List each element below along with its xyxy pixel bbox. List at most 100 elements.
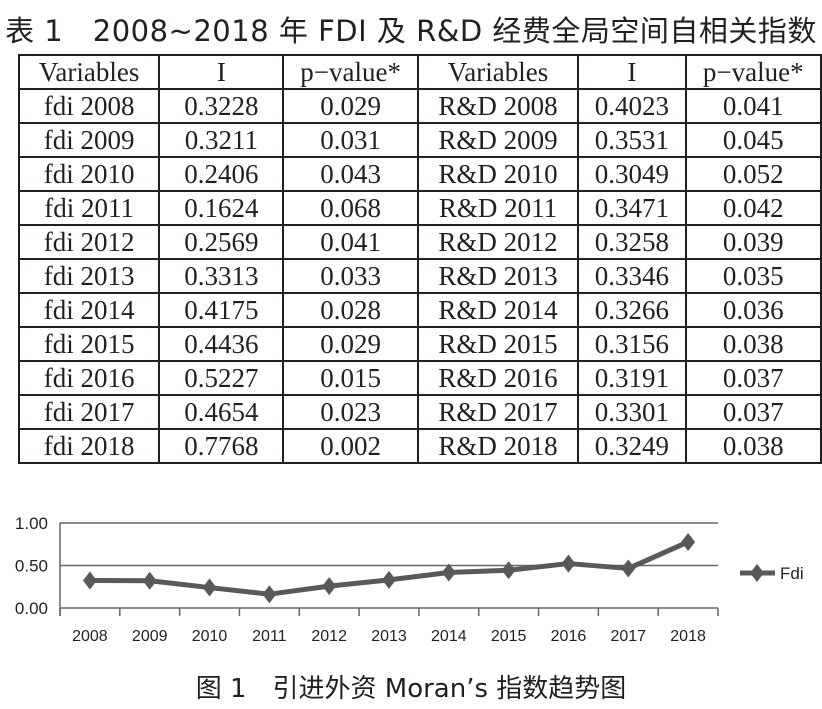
data-point-marker <box>82 571 97 590</box>
table-cell: 0.039 <box>684 224 822 260</box>
data-point-marker <box>501 561 516 580</box>
table-cell: 0.2406 <box>158 156 285 192</box>
table-cell: 0.4175 <box>158 292 285 328</box>
data-point-marker <box>621 559 636 578</box>
table-row: fdi 2015 0.4436 0.029 R&D 2015 0.3156 0.038 <box>17 326 822 362</box>
table-cell: p−value* <box>684 54 822 90</box>
table-cell: 0.3346 <box>577 258 687 294</box>
table-cell: 0.038 <box>684 428 822 464</box>
data-point-marker <box>382 570 396 589</box>
x-tick-label: 2012 <box>311 628 347 645</box>
table-cell: 0.045 <box>684 122 822 158</box>
table-cell: R&D 2017 <box>416 394 580 430</box>
table-cell: R&D 2013 <box>416 258 580 294</box>
table-row: fdi 2008 0.3228 0.029 R&D 2008 0.4023 0.041 <box>17 88 822 124</box>
table-cell: R&D 2010 <box>416 156 580 192</box>
table-cell: R&D 2014 <box>416 292 580 328</box>
table-cell: fdi 2016 <box>17 360 161 396</box>
x-tick-label: 2013 <box>371 628 407 645</box>
figure-caption: 图 1 引进外资 Moran’s 指数趋势图 <box>195 674 627 704</box>
table-cell: 0.4023 <box>577 88 687 124</box>
table-cell: 0.3471 <box>577 190 687 226</box>
table-cell: 0.031 <box>282 122 419 158</box>
table-cell: 0.4436 <box>158 326 285 362</box>
table-cell: 0.3156 <box>577 326 687 362</box>
table-cell: Variables <box>17 54 161 90</box>
table-cell: 0.5227 <box>158 360 285 396</box>
table-cell: 0.3249 <box>577 428 687 464</box>
table-cell: 0.002 <box>282 428 419 464</box>
fdi-trend-chart: 0.00 0.50 1.00 2008 2009 2010 2011 2012 2013 2014… <box>15 514 804 645</box>
table-cell: 0.041 <box>684 88 822 124</box>
table-cell: fdi 2008 <box>17 88 161 124</box>
table-cell: 0.042 <box>684 190 822 226</box>
x-tick-label: 2014 <box>431 628 467 645</box>
x-tick-label: 2015 <box>491 628 527 645</box>
table-cell: fdi 2015 <box>17 326 161 362</box>
table-cell: 0.038 <box>684 326 822 362</box>
table-cell: 0.068 <box>282 190 419 226</box>
table-cell: R&D 2018 <box>416 428 580 464</box>
table-cell: R&D 2012 <box>416 224 580 260</box>
x-tick-label: 2017 <box>610 628 646 645</box>
table-row: fdi 2013 0.3313 0.033 R&D 2013 0.3346 0.035 <box>17 258 822 294</box>
table-row: fdi 2009 0.3211 0.031 R&D 2009 0.3531 0.045 <box>17 122 822 158</box>
table-cell: fdi 2012 <box>17 224 161 260</box>
legend-label: Fdi <box>780 564 804 583</box>
table-cell: 0.023 <box>282 394 419 430</box>
data-point-marker <box>561 554 576 573</box>
data-point-marker <box>202 578 217 597</box>
table-cell: 0.033 <box>282 258 419 294</box>
table-row: fdi 2014 0.4175 0.028 R&D 2014 0.3266 0.036 <box>17 292 822 328</box>
table-cell: 0.3211 <box>158 122 285 158</box>
table-cell: fdi 2018 <box>17 428 161 464</box>
table-cell: fdi 2010 <box>17 156 161 192</box>
table-cell: R&D 2016 <box>416 360 580 396</box>
table-cell: fdi 2014 <box>17 292 161 328</box>
table-cell: 0.052 <box>684 156 822 192</box>
table-row: fdi 2011 0.1624 0.068 R&D 2011 0.3471 0.042 <box>17 190 822 226</box>
table-cell: 0.3049 <box>577 156 687 192</box>
data-point-marker <box>142 571 157 590</box>
table-row: fdi 2016 0.5227 0.015 R&D 2016 0.3191 0.037 <box>17 360 822 396</box>
table-cell: fdi 2009 <box>17 122 161 158</box>
table-cell: 0.3531 <box>577 122 687 158</box>
data-point-marker <box>681 532 696 551</box>
table-cell: I <box>577 54 687 90</box>
x-tick-label: 2018 <box>670 628 706 645</box>
table-cell: 0.037 <box>684 360 822 396</box>
table-cell: fdi 2011 <box>17 190 161 226</box>
table-cell: 0.4654 <box>158 394 285 430</box>
table-title: 表 1 2008~2018 年 FDI 及 R&D 经费全局空间自相关指数 <box>5 14 817 48</box>
table-cell: 0.028 <box>282 292 419 328</box>
table-cell: fdi 2017 <box>17 394 161 430</box>
table-cell: 0.036 <box>684 292 822 328</box>
table-cell: Variables <box>416 54 580 90</box>
table-row: fdi 2017 0.4654 0.023 R&D 2017 0.3301 0.037 <box>17 394 822 430</box>
table-cell: 0.043 <box>282 156 419 192</box>
x-tick-label: 2010 <box>192 628 228 645</box>
table-cell: 0.3266 <box>577 292 687 328</box>
table-row: fdi 2012 0.2569 0.041 R&D 2012 0.3258 0.039 <box>17 224 822 260</box>
data-point-marker <box>441 563 456 582</box>
table-cell: 0.037 <box>684 394 822 430</box>
table-cell: 0.2569 <box>158 224 285 260</box>
x-tick-label: 2008 <box>72 628 108 645</box>
x-tick-label: 2009 <box>132 628 168 645</box>
y-tick-label: 1.00 <box>15 514 48 533</box>
table-cell: 0.3313 <box>158 258 285 294</box>
table-cell: 0.3258 <box>577 224 687 260</box>
table-cell: 0.3228 <box>158 88 285 124</box>
table-cell: 0.3191 <box>577 360 687 396</box>
table-cell: 0.3301 <box>577 394 687 430</box>
table-cell: 0.029 <box>282 88 419 124</box>
table-cell: 0.7768 <box>158 428 285 464</box>
table-cell: 0.029 <box>282 326 419 362</box>
table-cell: R&D 2008 <box>416 88 580 124</box>
table-row: fdi 2010 0.2406 0.043 R&D 2010 0.3049 0.052 <box>17 156 822 192</box>
table-cell: fdi 2013 <box>17 258 161 294</box>
legend-marker-icon <box>750 564 764 582</box>
data-point-marker <box>322 577 337 596</box>
